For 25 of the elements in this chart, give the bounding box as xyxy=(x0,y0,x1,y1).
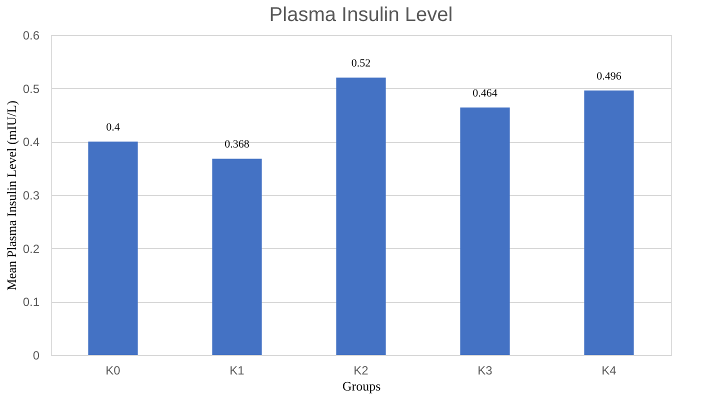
x-tick-label: K0 xyxy=(106,364,121,378)
data-label: 0.368 xyxy=(224,138,250,151)
y-tick-label: 0.3 xyxy=(22,188,40,202)
bar xyxy=(584,90,634,355)
data-label: 0.52 xyxy=(351,58,371,70)
bar xyxy=(212,158,262,355)
y-tick-label: 0.6 xyxy=(22,28,40,42)
bar xyxy=(460,108,510,355)
y-tick-label: 0.2 xyxy=(22,242,40,256)
y-tick-label: 0.5 xyxy=(22,82,40,96)
chart-title: Plasma Insulin Level xyxy=(269,4,453,26)
x-tick-label: K2 xyxy=(354,364,369,378)
data-label: 0.4 xyxy=(106,122,120,134)
y-axis-title: Mean Plasma Insulin Level (mIU/L) xyxy=(4,100,19,290)
x-tick-label: K1 xyxy=(230,364,245,378)
x-tick-label: K3 xyxy=(478,364,493,378)
bar xyxy=(88,142,138,355)
bar xyxy=(336,78,386,355)
x-tick-label: K4 xyxy=(602,364,617,378)
data-label: 0.464 xyxy=(472,88,498,100)
y-tick-label: 0.4 xyxy=(22,135,40,150)
y-tick-label: 0.1 xyxy=(22,295,40,310)
data-label: 0.496 xyxy=(596,70,622,82)
x-axis-title: Groups xyxy=(342,378,381,394)
y-tick-label: 0 xyxy=(32,348,40,362)
